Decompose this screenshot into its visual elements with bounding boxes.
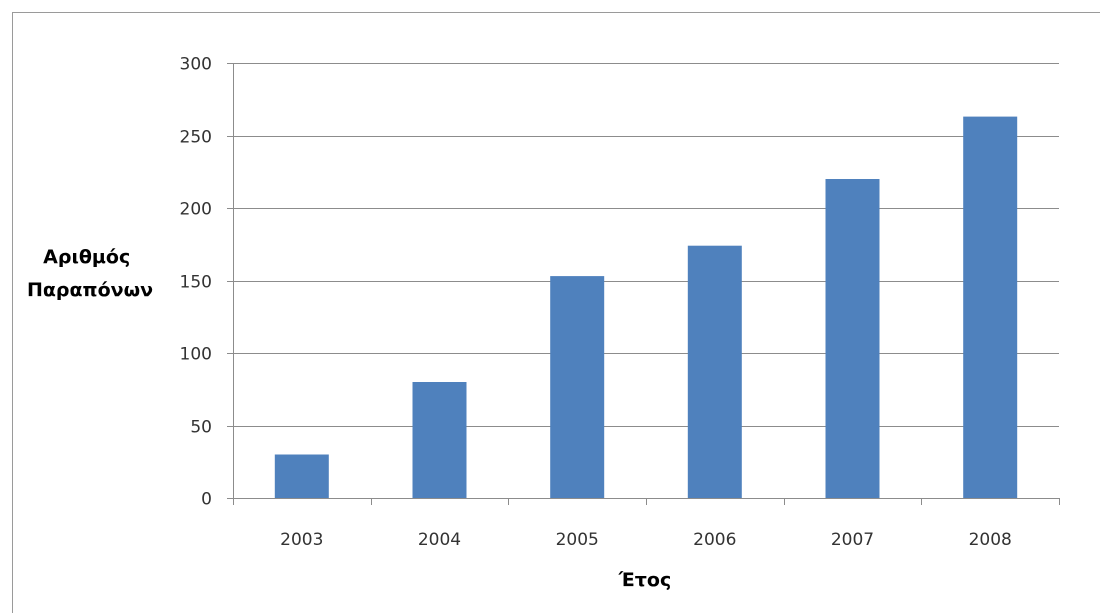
- y-tick-label: 150: [180, 273, 212, 293]
- y-tick-labels: 0 50 100 150 200 250 300: [180, 55, 212, 510]
- y-axis-title: Αριθμός Παραπόνων: [27, 246, 153, 301]
- x-axis-title: Έτος: [618, 569, 672, 591]
- x-tick-label: 2004: [418, 530, 461, 550]
- gridlines: [233, 63, 1059, 427]
- y-tick-label: 100: [180, 345, 212, 365]
- y-axis-title-line-2: Παραπόνων: [27, 279, 153, 301]
- y-tick-label: 200: [180, 200, 212, 220]
- axes: [227, 63, 1060, 505]
- bar-2007: [825, 179, 880, 498]
- y-tick-label: 250: [180, 128, 212, 148]
- x-tick-label: 2008: [969, 530, 1012, 550]
- y-tick-label: 0: [201, 490, 212, 510]
- bar-2003: [274, 454, 329, 498]
- bar-2008: [963, 116, 1018, 498]
- bar-2006: [687, 245, 742, 498]
- x-tick-label: 2007: [831, 530, 874, 550]
- x-tick-labels: 2003 2004 2005 2006 2007 2008: [280, 530, 1012, 550]
- bars: [274, 116, 1018, 498]
- y-tick-label: 50: [190, 418, 212, 438]
- x-tick-label: 2006: [693, 530, 736, 550]
- bar-2005: [550, 276, 605, 498]
- y-tick-label: 300: [180, 55, 212, 75]
- y-axis-title-line-1: Αριθμός: [43, 246, 130, 268]
- bar-2004: [412, 382, 467, 498]
- x-tick-label: 2003: [280, 530, 323, 550]
- x-tick-label: 2005: [556, 530, 599, 550]
